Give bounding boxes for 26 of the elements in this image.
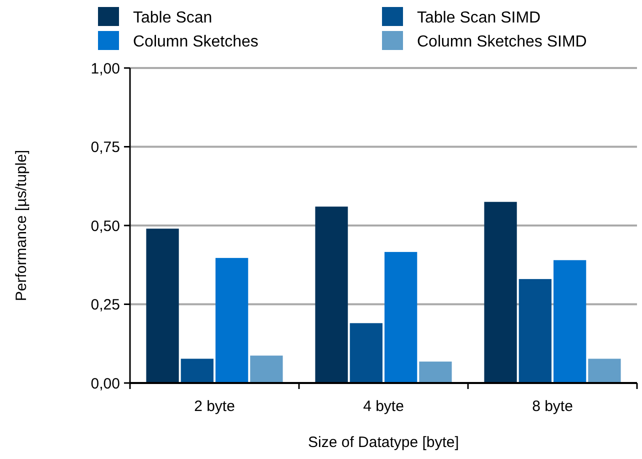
bar [384, 252, 418, 383]
bar [554, 260, 586, 383]
y-axis-title: Performance [µs/tuple] [13, 150, 30, 302]
bar [518, 279, 552, 383]
y-tick-label: 0,50 [90, 218, 120, 235]
bar [146, 228, 179, 383]
x-tick-label: 2 byte [194, 398, 235, 415]
y-tick-label: 0,00 [90, 375, 120, 392]
bar [216, 258, 248, 383]
bar [484, 202, 517, 383]
bar [350, 323, 382, 383]
y-tick-label: 1,00 [90, 60, 120, 78]
bar [180, 358, 214, 383]
legend-label: Column Sketches SIMD [417, 34, 587, 51]
bar [315, 206, 348, 383]
legend-label: Table Scan [133, 10, 212, 27]
bar [419, 362, 452, 383]
y-tick-label: 0,75 [90, 139, 120, 156]
x-tick-label: 4 byte [363, 398, 404, 415]
bar [588, 358, 621, 383]
x-tick-label: 8 byte [532, 398, 573, 415]
y-tick-label: 0,25 [90, 296, 120, 314]
legend-label: Column Sketches [133, 34, 258, 51]
x-axis-title: Size of Datatype [byte] [308, 434, 459, 451]
bar [250, 356, 283, 383]
legend-label: Table Scan SIMD [417, 10, 541, 27]
